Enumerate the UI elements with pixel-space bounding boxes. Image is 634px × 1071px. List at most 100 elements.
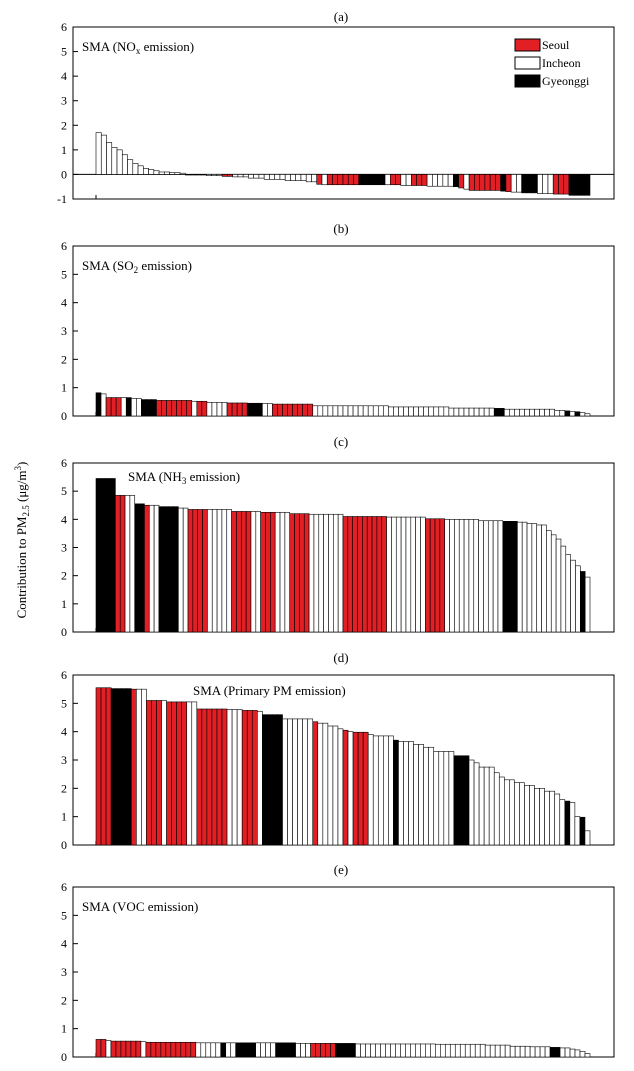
bar <box>552 174 559 195</box>
bar <box>168 506 174 633</box>
bar <box>355 1043 361 1058</box>
panel-title: SMA (SO2 emission) <box>82 258 192 275</box>
bar <box>171 701 177 846</box>
bar <box>444 1043 451 1058</box>
bar <box>574 1049 581 1058</box>
bar <box>135 1040 142 1058</box>
bar <box>211 402 218 417</box>
bar <box>357 405 364 417</box>
bar <box>408 741 414 846</box>
bar <box>164 171 170 175</box>
bar <box>326 174 333 186</box>
bar <box>153 170 160 175</box>
panel-title: SMA (Primary PM emission) <box>193 683 346 698</box>
bar <box>368 174 375 186</box>
bar <box>332 174 339 186</box>
bar <box>429 518 436 633</box>
bar <box>499 1044 506 1058</box>
bar <box>497 520 504 633</box>
bar <box>484 174 491 191</box>
bar <box>478 766 485 846</box>
bar <box>473 407 480 417</box>
bar <box>200 174 207 176</box>
bar <box>270 511 276 633</box>
bar <box>381 516 387 633</box>
bar <box>479 1043 486 1058</box>
bar <box>510 174 517 193</box>
bar <box>569 1048 576 1058</box>
legend-label-gyeonggi: Gyeonggi <box>542 74 590 88</box>
y-tick-label: 3 <box>61 324 67 338</box>
bar <box>438 751 445 846</box>
bar <box>531 523 538 633</box>
bar <box>225 1042 232 1058</box>
bar <box>494 1044 501 1058</box>
bar <box>453 407 460 417</box>
bar <box>380 1043 386 1058</box>
bar <box>347 405 354 417</box>
bar <box>111 147 118 175</box>
bar <box>173 506 179 633</box>
bar <box>547 174 554 194</box>
bar <box>554 410 561 417</box>
bar <box>558 174 565 195</box>
bar <box>282 403 288 417</box>
bar <box>439 1043 446 1058</box>
bar <box>342 405 349 417</box>
bar <box>362 731 369 846</box>
bar <box>374 174 381 186</box>
bar <box>124 495 131 633</box>
bar <box>186 400 193 417</box>
bar <box>216 708 223 846</box>
bar <box>541 524 547 633</box>
y-tick-label: 5 <box>61 484 67 498</box>
bar <box>420 516 426 633</box>
bar <box>347 174 354 186</box>
bar <box>315 1043 321 1058</box>
bar <box>333 513 339 633</box>
bar <box>395 1043 401 1058</box>
bar <box>570 559 576 633</box>
bar <box>335 1043 341 1058</box>
bar <box>105 397 112 417</box>
bar <box>544 408 550 417</box>
bar <box>415 1043 421 1058</box>
bar <box>347 731 354 846</box>
bar <box>579 412 586 417</box>
bar <box>186 701 193 846</box>
bar <box>493 408 500 417</box>
bar <box>500 174 507 192</box>
bar <box>206 174 212 176</box>
bar <box>443 406 450 417</box>
bar <box>433 406 440 417</box>
bar <box>245 1042 251 1058</box>
bar <box>231 709 238 846</box>
bar <box>297 403 303 417</box>
bar <box>180 1041 187 1058</box>
bar <box>504 408 510 417</box>
bar <box>432 174 438 187</box>
bar <box>312 405 319 417</box>
bar <box>534 408 540 417</box>
bar <box>240 511 247 633</box>
bar <box>468 174 475 191</box>
bar <box>483 407 490 417</box>
bar <box>544 790 550 846</box>
bar <box>272 714 278 846</box>
bar <box>569 802 576 846</box>
bar <box>285 1042 291 1058</box>
bar <box>439 518 445 633</box>
bar <box>332 725 339 846</box>
bar <box>231 402 238 417</box>
bar <box>423 406 429 417</box>
bar <box>463 519 470 633</box>
bar <box>489 174 496 191</box>
bar <box>474 174 480 191</box>
bar <box>262 403 268 417</box>
bar <box>391 516 397 633</box>
panel-letter: (a) <box>334 9 348 24</box>
bar <box>156 400 162 417</box>
bar <box>565 554 571 633</box>
bar <box>453 755 460 846</box>
bar <box>350 1043 356 1058</box>
